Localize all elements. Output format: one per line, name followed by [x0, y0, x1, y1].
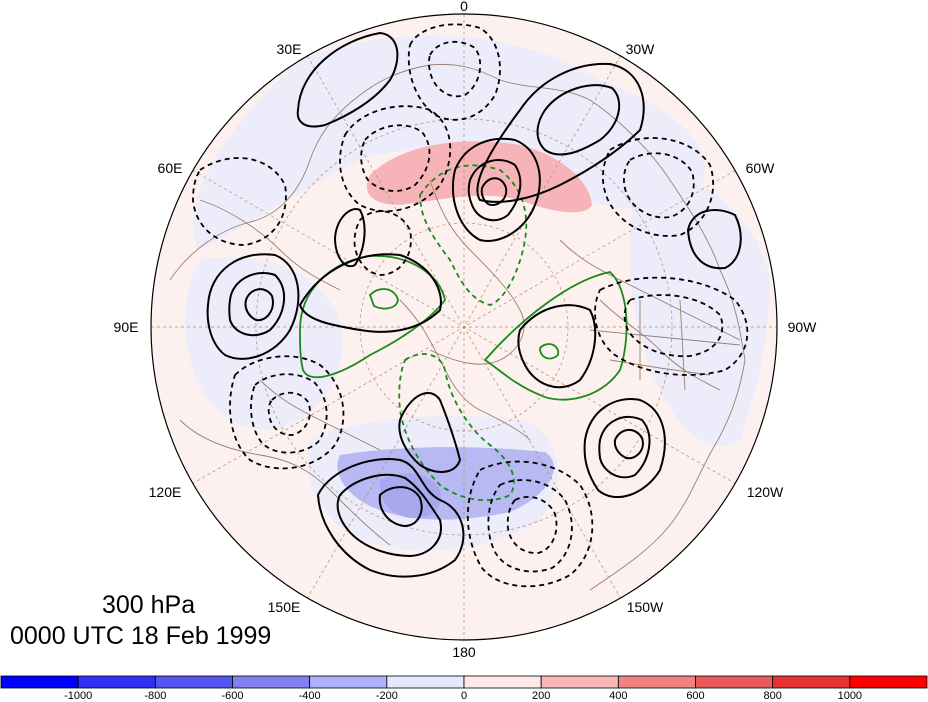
colorbar-swatch [154, 675, 233, 689]
positive-contour [686, 209, 742, 270]
negative-contour [594, 276, 749, 376]
negative-contour [602, 137, 715, 237]
positive-contour [316, 458, 465, 578]
positive-contour [476, 62, 645, 203]
green-solid-contour [539, 343, 560, 360]
meridian-60e-120w [192, 170, 736, 484]
colorbar-swatch [540, 675, 619, 689]
lon-label-120w: 120W [747, 484, 784, 500]
positive-contour [467, 159, 522, 222]
positive-contours [206, 31, 742, 578]
colorbar-swatch [232, 675, 311, 689]
colorbar-swatch [0, 675, 79, 689]
positive-contour [480, 177, 508, 206]
colorbar-tick-label: 200 [532, 690, 550, 702]
negative-contour [428, 40, 482, 98]
lon-label-180: 180 [452, 644, 476, 660]
lon-label-60e: 60E [158, 160, 183, 176]
blue-region [379, 473, 441, 519]
positive-contour [517, 304, 597, 389]
colorbar-tick-label: 400 [609, 690, 627, 702]
colorbar-tick-label: 0 [461, 690, 467, 702]
lon-label-120e: 120E [149, 484, 182, 500]
negative-contour [192, 157, 287, 246]
negative-contour [466, 460, 594, 588]
colorbar-swatch [309, 675, 388, 689]
positive-contour [206, 253, 300, 360]
positive-contour [398, 391, 462, 473]
lon-label-0: 0 [460, 0, 468, 14]
negative-contour [506, 496, 558, 554]
pressure-level-label: 300 hPa [102, 591, 196, 619]
valid-time-label: 0000 UTC 18 Feb 1999 [10, 622, 272, 650]
green-dashed-contour [398, 353, 515, 502]
lon-label-90w: 90W [788, 319, 818, 335]
light-blue-region [629, 160, 770, 447]
map-outline [150, 13, 778, 641]
colorbar-tick-label: -800 [144, 690, 166, 702]
negative-contour [353, 210, 412, 276]
negative-contour [339, 105, 452, 213]
negative-contour [623, 152, 695, 219]
positive-contour [336, 473, 442, 558]
lon-label-150w: 150W [627, 599, 664, 615]
colorbar-swatch [386, 675, 465, 689]
colorbar-tick-label: -200 [376, 690, 398, 702]
colorbar-tick-label: -1000 [64, 690, 92, 702]
positive-contour [613, 429, 644, 460]
negative-contour [623, 294, 724, 358]
longitude-labels: 0 30W 60W 90W 120W 150W 180 150E 120E 90… [114, 0, 818, 660]
colorbar-tick-label: 800 [763, 690, 781, 702]
positive-contour [333, 208, 366, 268]
colorbar-tick-label: 1000 [838, 690, 862, 702]
green-solid-contour [483, 271, 628, 401]
negative-contour [360, 124, 431, 192]
positive-contour [583, 398, 666, 499]
positive-contour [598, 415, 651, 479]
lon-label-150e: 150E [268, 599, 301, 615]
lon-label-30e: 30E [277, 41, 302, 57]
negative-contour [250, 373, 328, 454]
colorbar-tick-label: 600 [686, 690, 704, 702]
parallel-60n [359, 222, 569, 432]
colorbar: -1000 -800 -600 -400 -200 0 200 400 600 800 1000 [0, 675, 928, 702]
colorbar-swatch [463, 675, 542, 689]
negative-contour [229, 355, 345, 470]
positive-contour [228, 272, 286, 337]
lon-label-30w: 30W [626, 41, 656, 57]
colorbar-swatch [772, 675, 851, 689]
colorbar-swatch [695, 675, 774, 689]
negative-contour [407, 23, 501, 121]
positive-contour [244, 288, 274, 322]
positive-contour [298, 253, 442, 333]
negative-contour [487, 479, 573, 573]
positive-contour [451, 137, 541, 242]
negative-contour [267, 391, 311, 436]
colorbar-tick-label: -600 [221, 690, 243, 702]
positive-contour [536, 84, 621, 156]
colorbar-swatch [77, 675, 156, 689]
colorbar-tick-label: -400 [299, 690, 321, 702]
positive-contour [378, 486, 423, 528]
lon-label-60w: 60W [746, 160, 776, 176]
positive-contour [296, 31, 399, 128]
colorbar-swatch [617, 675, 696, 689]
negative-contours [192, 23, 749, 588]
lon-label-90e: 90E [114, 319, 139, 335]
green-solid-contour [368, 288, 399, 310]
colorbar-swatch [849, 675, 928, 689]
